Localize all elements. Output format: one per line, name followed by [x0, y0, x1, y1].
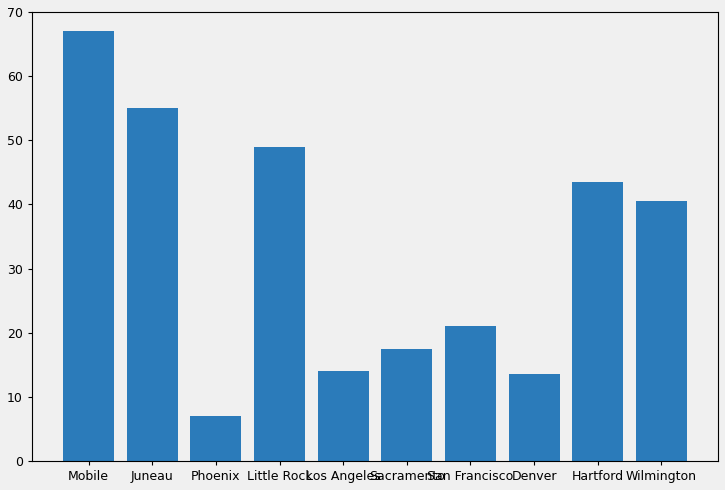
Bar	[254, 147, 305, 461]
Bar	[191, 416, 241, 461]
Bar	[318, 371, 368, 461]
Bar	[572, 182, 624, 461]
Bar	[509, 374, 560, 461]
Bar	[445, 326, 496, 461]
Bar	[636, 201, 687, 461]
Bar	[127, 108, 178, 461]
Bar	[63, 31, 114, 461]
Bar	[381, 349, 432, 461]
